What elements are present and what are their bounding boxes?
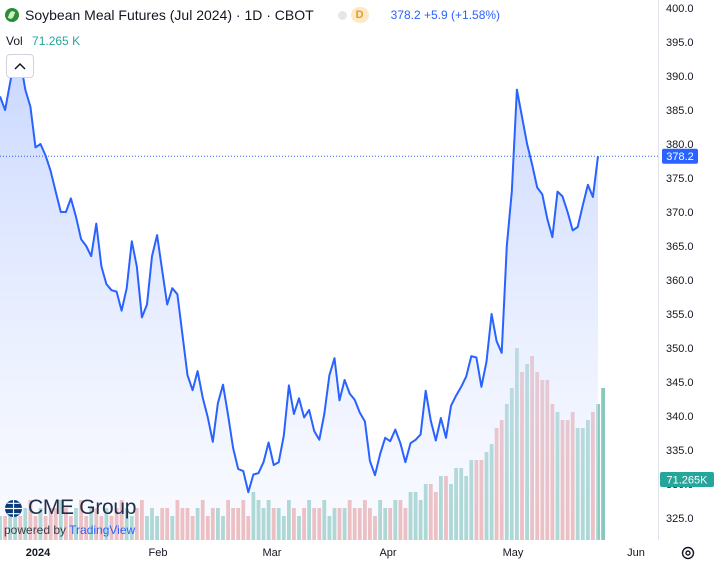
chevron-up-icon (14, 62, 26, 70)
time-tick-label: 2024 (26, 547, 51, 559)
time-tick-label: Jun (627, 547, 645, 559)
price-tick-label: 325.0 (666, 513, 694, 525)
settings-gear-icon[interactable] (680, 545, 696, 561)
price-change-readout: 378.2 +5.9 (+1.58%) (390, 8, 501, 22)
last-price-label: 378.2 (666, 151, 694, 163)
volume-bar (601, 388, 605, 540)
chart-header: Soybean Meal Futures (Jul 2024) · 1D · C… (0, 0, 500, 30)
market-status-icon (337, 10, 347, 20)
price-tick-label: 380.0 (666, 139, 694, 151)
volume-legend: Vol 71.265 K (6, 34, 80, 48)
price-tick-label: 360.0 (666, 275, 694, 287)
price-tick-label: 335.0 (666, 445, 694, 457)
delayed-data-badge[interactable]: D (350, 7, 369, 23)
time-tick-label: Apr (379, 547, 396, 559)
last-volume-tag: 71.265K (660, 472, 714, 487)
time-tick-label: Feb (149, 547, 168, 559)
time-axis: 2024 Feb Mar Apr May Jun (26, 547, 645, 559)
symbol-title[interactable]: Soybean Meal Futures (Jul 2024) · 1D · C… (25, 7, 314, 23)
last-volume-label: 71.265K (667, 475, 709, 487)
cme-group-text: CME Group (28, 496, 137, 519)
last-price-tag: 378.2 (662, 148, 698, 164)
time-tick-label: May (503, 547, 524, 559)
price-tick-label: 385.0 (666, 105, 694, 117)
price-tick-label: 400.0 (666, 3, 694, 15)
price-tick-label: 390.0 (666, 71, 694, 83)
tradingview-text: TradingView (69, 523, 136, 537)
price-tick-label: 365.0 (666, 241, 694, 253)
volume-label: Vol (6, 34, 23, 48)
price-tick-label: 345.0 (666, 377, 694, 389)
cme-globe-icon (4, 499, 23, 517)
time-tick-label: Mar (263, 547, 282, 559)
price-tick-label: 370.0 (666, 207, 694, 219)
collapse-legend-button[interactable] (6, 54, 34, 78)
soybean-leaf-icon (5, 8, 19, 22)
powered-by-text: powered by (4, 523, 70, 537)
volume-value: 71.265 K (32, 34, 81, 48)
price-tick-label: 350.0 (666, 343, 694, 355)
price-axis: 400.0 395.0 390.0 385.0 380.0 375.0 370.0 365.0… (666, 3, 694, 525)
price-tick-label: 340.0 (666, 411, 694, 423)
price-tick-label: 395.0 (666, 37, 694, 49)
price-area-fill (0, 55, 598, 540)
price-tick-label: 355.0 (666, 309, 694, 321)
price-tick-label: 375.0 (666, 173, 694, 185)
cme-tradingview-logo[interactable]: CME Group powered by TradingView (4, 496, 136, 537)
price-line (0, 54, 599, 494)
